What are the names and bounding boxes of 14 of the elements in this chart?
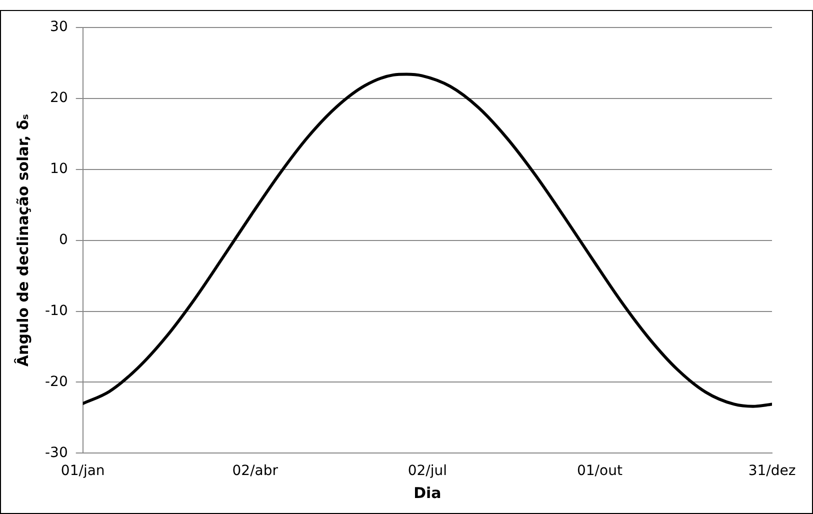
y-tick-label: -30 xyxy=(44,444,68,461)
x-tick-label: 31/dez xyxy=(748,463,796,480)
y-tick-label: -20 xyxy=(44,374,68,390)
y-tick-label: -10 xyxy=(44,302,68,319)
x-tick-label: 01/jan xyxy=(60,463,105,480)
y-tick-label: 0 xyxy=(58,232,68,248)
x-tick-label: 01/out xyxy=(576,463,623,480)
y-axis-title: Ângulo de declinação solar, δₛ xyxy=(14,114,32,367)
y-tick-label: 10 xyxy=(50,160,68,177)
x-tick-label: 02/abr xyxy=(232,463,278,480)
x-axis-title: Dia xyxy=(414,484,442,502)
x-tick-label: 02/jul xyxy=(408,463,448,480)
y-tick-label: 30 xyxy=(50,19,68,36)
y-tick-label: 20 xyxy=(50,90,68,106)
